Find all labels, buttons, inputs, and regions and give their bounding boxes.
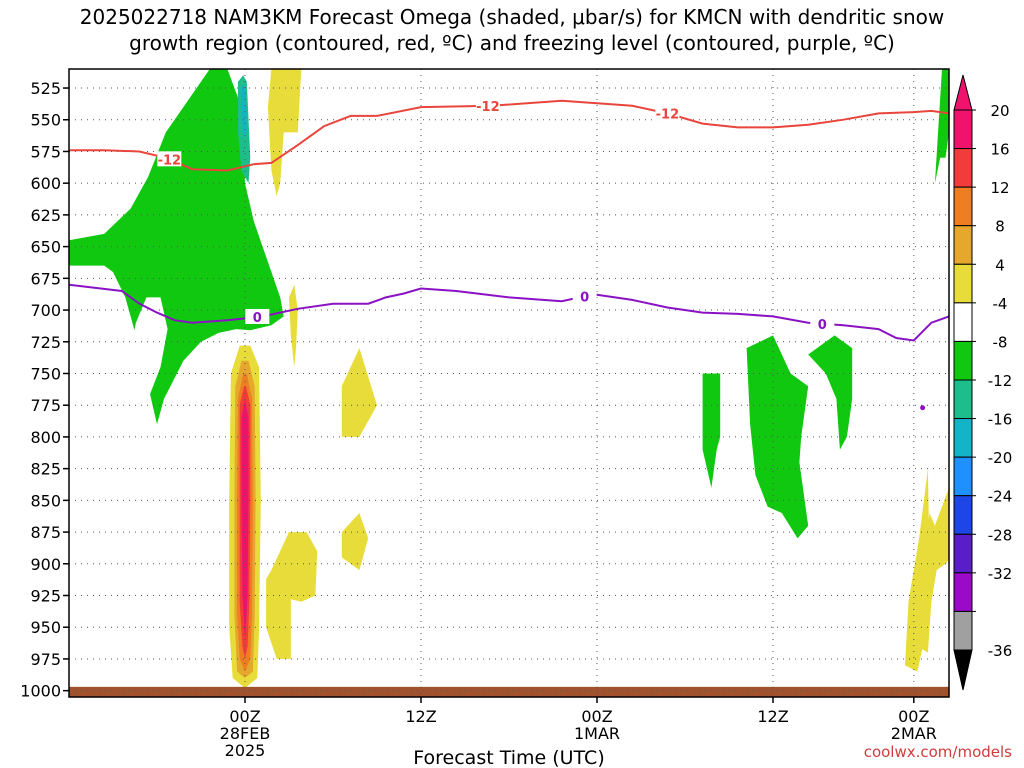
- x-tick-label: 1MAR: [574, 724, 620, 743]
- contour-label-bg: [572, 288, 597, 304]
- contour-label-bg: [245, 308, 270, 324]
- contour-label-1-1: 0: [580, 291, 589, 306]
- shaded-region-5: [289, 284, 298, 368]
- colorbar-label: 12: [990, 179, 1009, 197]
- shaded-region-16: [808, 335, 853, 450]
- shaded-region-19: [917, 487, 949, 653]
- x-tick-label: 00Z: [581, 707, 612, 726]
- y-tick-label: 525: [30, 79, 61, 98]
- shaded-region-1: [128, 297, 168, 399]
- ground-strip: [69, 686, 949, 697]
- colorbar-segment: [953, 533, 973, 574]
- y-tick-label: 750: [30, 364, 61, 383]
- x-tick-label: 00Z: [229, 707, 260, 726]
- y-tick-label: 625: [30, 206, 61, 225]
- x-tick-label: 2025: [225, 741, 266, 760]
- contour-dot: [920, 405, 926, 411]
- colorbar-segment: [953, 225, 973, 265]
- y-tick-label: 875: [30, 523, 61, 542]
- colorbar-segment: [953, 456, 973, 497]
- shaded-region-4: [267, 69, 302, 196]
- colorbar-label: 20: [990, 102, 1009, 120]
- colorbar-segment: [953, 186, 973, 227]
- colorbar-label: 16: [990, 141, 1009, 159]
- contour-label-1-0: 0: [253, 311, 262, 326]
- y-tick-label: 775: [30, 396, 61, 415]
- plot-area: -12 -12 -12 0 0 0: [68, 68, 950, 698]
- colorbar-segment: [953, 340, 973, 381]
- colorbar-label: -16: [988, 411, 1013, 429]
- shaded-region-7: [341, 513, 369, 571]
- shaded-region-0: [69, 69, 284, 425]
- x-tick-label: 2MAR: [891, 724, 937, 743]
- colorbar-segment: [953, 263, 973, 304]
- colorbar-segment: [953, 302, 973, 342]
- colorbar-bottom-arrow: [953, 649, 973, 691]
- colorbar-label: -28: [988, 526, 1013, 544]
- contour-label-0-1: -12: [476, 100, 500, 115]
- x-tick-label: 00Z: [898, 707, 929, 726]
- contour-line-1: [69, 283, 949, 342]
- shaded-region-17: [934, 69, 949, 184]
- chart-title-line1: 2025022718 NAM3KM Forecast Omega (shaded…: [80, 5, 944, 29]
- y-tick-label: 600: [30, 174, 61, 193]
- y-tick-label: 825: [30, 460, 61, 479]
- y-tick-label: 925: [30, 587, 61, 606]
- colorbar-label: -12: [988, 372, 1013, 390]
- y-tick-label: 550: [30, 111, 61, 130]
- colorbar-segment: [953, 148, 973, 188]
- y-tick-label: 1000: [20, 682, 61, 701]
- colorbar-segment: [953, 379, 973, 420]
- y-tick-label: 650: [30, 238, 61, 257]
- colorbar-label: -24: [988, 488, 1013, 506]
- shaded-region-3: [240, 84, 247, 139]
- colorbar-label: -20: [988, 449, 1013, 467]
- contour-label-0-2: -12: [656, 107, 680, 122]
- contour-line-0: [69, 99, 949, 172]
- contour-label-bg: [157, 151, 182, 167]
- chart-title-line2: growth region (contoured, red, ºC) and f…: [129, 31, 895, 55]
- contour-label-0-0: -12: [158, 153, 182, 168]
- x-tick-label: 12Z: [757, 707, 788, 726]
- x-tick-label: 12Z: [405, 707, 436, 726]
- contour-label-bg: [810, 315, 835, 331]
- shaded-region-14: [702, 373, 721, 488]
- x-tick-label: 28FEB: [220, 724, 271, 743]
- shaded-region-6: [341, 348, 377, 437]
- y-tick-label: 950: [30, 618, 61, 637]
- colorbar-segment: [953, 495, 973, 535]
- colorbar-segment: [953, 418, 973, 458]
- contour-label-bg: [475, 97, 500, 113]
- contour-lines: -12 -12 -12 0 0 0: [69, 97, 949, 411]
- contour-label-bg: [655, 105, 680, 121]
- y-tick-label: 725: [30, 333, 61, 352]
- y-tick-label: 675: [30, 269, 61, 288]
- y-tick-label: 850: [30, 491, 61, 510]
- colorbar-label: -8: [993, 333, 1008, 351]
- colorbar-label: 8: [995, 218, 1005, 236]
- credit-text: coolwx.com/models: [864, 743, 1012, 761]
- colorbar: 20 16 12 8 4 -4 -8 -12 -16 -20 -24 -28 -32 -36: [953, 74, 1013, 691]
- colorbar-top-arrow: [953, 74, 973, 111]
- x-axis-label: Forecast Time (UTC): [413, 747, 604, 768]
- y-tick-label: 975: [30, 650, 61, 669]
- y-tick-label: 900: [30, 555, 61, 574]
- colorbar-segment: [953, 610, 973, 651]
- colorbar-label: 4: [995, 256, 1005, 274]
- y-tick-label: 700: [30, 301, 61, 320]
- y-axis: 525 550 575 600 625 650 675 700 725 750 775 800 825 8…: [20, 79, 69, 701]
- y-tick-label: 575: [30, 142, 61, 161]
- plot-frame: [68, 68, 950, 698]
- colorbar-segment: [953, 572, 973, 612]
- colorbar-label: -36: [988, 642, 1013, 660]
- colorbar-segment: [953, 109, 973, 150]
- colorbar-label: -4: [993, 295, 1008, 313]
- colorbar-label: -32: [988, 565, 1013, 583]
- contour-label-1-2: 0: [818, 318, 827, 333]
- y-tick-label: 800: [30, 428, 61, 447]
